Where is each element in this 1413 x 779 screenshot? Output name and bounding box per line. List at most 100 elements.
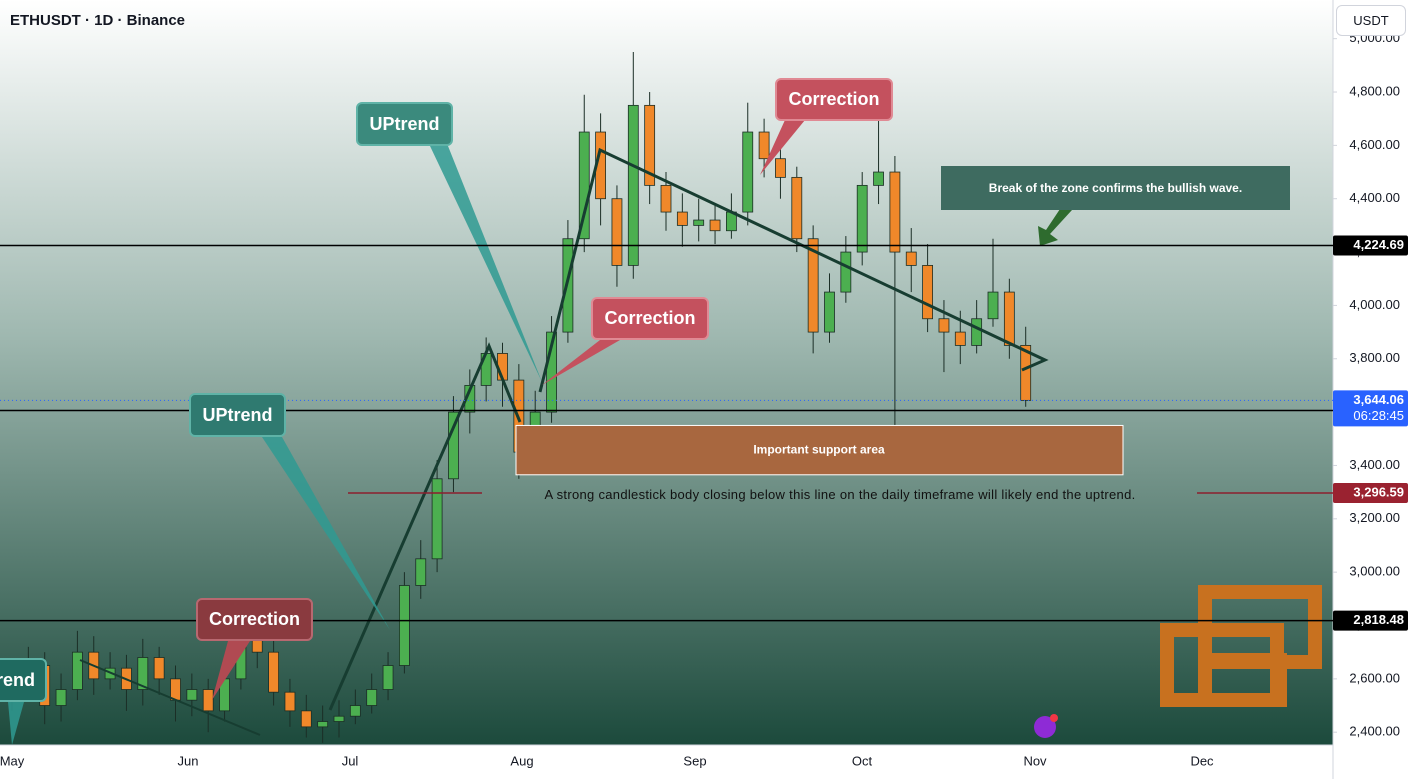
candle-body [431, 478, 443, 560]
candle-body [578, 131, 590, 240]
candle-body [709, 219, 721, 232]
candle-body [72, 651, 83, 690]
candle-body [398, 585, 410, 666]
x-tick-label: Jun [178, 753, 199, 768]
price-line-label: 4,224.69 [1353, 237, 1404, 252]
drawings [8, 120, 1322, 745]
candle-body [448, 411, 459, 480]
candle-body [382, 665, 394, 690]
callout-pointer [262, 437, 390, 630]
currency-button[interactable]: USDT [1336, 5, 1406, 36]
x-tick-label: Jul [342, 753, 359, 768]
trend-line [538, 147, 1049, 393]
candles [6, 52, 1032, 743]
candle-body [202, 689, 214, 712]
candle-body [938, 318, 950, 333]
x-tick-label: Dec [1190, 753, 1214, 768]
candle-body [268, 651, 280, 693]
y-tick-label: 4,800.00 [1349, 83, 1400, 98]
candle-body [987, 291, 999, 320]
candle-body [627, 104, 639, 266]
price-axis-background [1333, 0, 1413, 779]
candle-body [922, 265, 933, 320]
y-tick-label: 2,600.00 [1349, 670, 1400, 685]
candle-body [676, 211, 688, 226]
symbol-header: ETHUSDT · 1D · Binance [10, 11, 186, 29]
candle-body [317, 721, 329, 728]
y-tick-label: 4,600.00 [1349, 137, 1400, 152]
support-zone-label: Important support area [753, 442, 885, 456]
candle-body [415, 558, 427, 586]
candle-body [153, 657, 165, 680]
callout-pointer [430, 146, 542, 382]
candle-body [807, 238, 819, 333]
x-tick-label: Nov [1023, 753, 1047, 768]
last-price-label: 3,644.06 [1353, 392, 1404, 407]
candle-body [660, 184, 672, 213]
candle-body [856, 184, 868, 253]
candle-body [300, 710, 312, 728]
callout-pointer [542, 340, 620, 385]
y-tick-label: 3,800.00 [1349, 350, 1400, 365]
candle-body [742, 131, 754, 213]
price-line-tag [1333, 235, 1408, 256]
candle-body [137, 657, 149, 690]
candle-body [186, 689, 198, 701]
y-tick-label: 3,000.00 [1349, 564, 1400, 579]
candle-body [349, 705, 361, 717]
candle-body [889, 171, 901, 253]
arrow [1038, 206, 1072, 246]
candle-body [546, 331, 557, 413]
countdown-label: 06:28:45 [1353, 408, 1404, 423]
candle-body [758, 131, 770, 160]
candle-body [840, 251, 852, 293]
y-tick-label: 3,400.00 [1349, 457, 1400, 472]
y-tick-label: 2,400.00 [1349, 724, 1400, 739]
annotation-label: Break of the zone confirms the bullish w… [941, 166, 1290, 210]
support-zone [515, 424, 1124, 476]
y-tick-label: 4,400.00 [1349, 190, 1400, 205]
candle-body [611, 198, 623, 266]
candle-body [55, 689, 67, 706]
trend-line [328, 342, 522, 711]
logo [1160, 585, 1322, 707]
candle-body [1003, 291, 1015, 346]
annotation-label: UPtrend [189, 393, 286, 437]
trend-line [79, 659, 261, 736]
annotation-label: Correction [775, 78, 893, 121]
last-price-tag [1333, 390, 1408, 427]
candle-body [954, 331, 966, 346]
candle-body [873, 171, 884, 186]
candle-body [791, 176, 803, 240]
price-line-label: 2,818.48 [1353, 612, 1404, 627]
x-tick-label: Oct [852, 753, 873, 768]
annotation-label: trend [0, 658, 47, 702]
candle-body [693, 219, 705, 226]
price-line-label: 3,296.59 [1353, 484, 1404, 499]
y-tick-label: 4,000.00 [1349, 297, 1400, 312]
candle-body [824, 291, 835, 333]
y-tick-label: 3,200.00 [1349, 510, 1400, 525]
candle-body [905, 251, 917, 266]
price-line-tag [1333, 610, 1408, 631]
x-tick-label: May [0, 753, 25, 768]
candle-body [971, 318, 983, 346]
annotation-label: A strong candlestick body closing below … [544, 486, 1136, 502]
lightning-icon [1034, 716, 1056, 738]
x-tick-label: Aug [510, 753, 533, 768]
x-tick-label: Sep [683, 753, 706, 768]
annotation-label: UPtrend [356, 102, 453, 146]
callout-pointer [760, 120, 805, 175]
annotation-label: Correction [196, 598, 313, 641]
time-axis-background [0, 745, 1333, 779]
candle-body [170, 678, 181, 701]
candle-body [284, 691, 296, 712]
candle-body [366, 689, 378, 706]
callout-pointer [8, 702, 24, 745]
notification-dot [1050, 714, 1058, 722]
candle-body [1020, 345, 1032, 401]
candle-body [644, 104, 656, 186]
price-line-tag [1333, 483, 1408, 504]
